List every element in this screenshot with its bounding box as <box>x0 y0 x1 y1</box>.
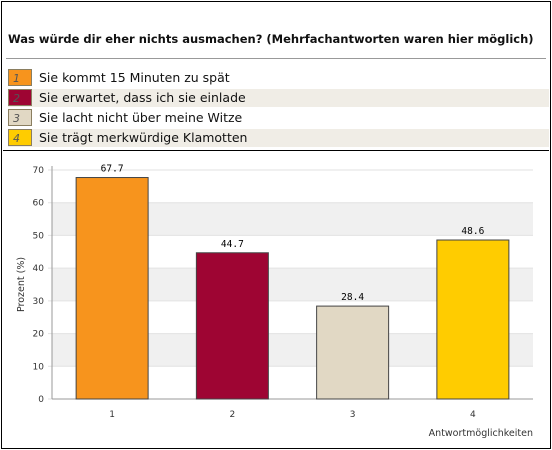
data-label-2: 44.7 <box>221 239 244 250</box>
bar-4 <box>436 239 510 400</box>
legend-label-4: Sie trägt merkwürdige Klamotten <box>39 130 248 145</box>
bar-1 <box>75 177 149 400</box>
x-tick-label-4: 4 <box>470 410 476 420</box>
chart-divider <box>3 150 549 151</box>
legend-label-3: Sie lacht nicht über meine Witze <box>39 110 243 125</box>
y-axis-title: Prozent (%) <box>16 257 27 312</box>
question-title: Was würde dir eher nichts ausmachen? (Me… <box>8 32 534 46</box>
x-tick-label-1: 1 <box>109 410 115 420</box>
y-tick-label: 70 <box>33 166 45 176</box>
y-tick-label: 50 <box>33 231 45 241</box>
bar-2 <box>195 252 269 400</box>
x-tick-label-2: 2 <box>230 410 236 420</box>
legend-swatch-2: 2 <box>8 89 32 106</box>
y-tick-label: 30 <box>33 297 45 307</box>
legend-item-4: 4 Sie trägt merkwürdige Klamotten <box>8 129 549 147</box>
x-axis-title: Antwortmöglichkeiten <box>429 428 533 439</box>
data-label-3: 28.4 <box>341 292 364 303</box>
y-tick-label: 10 <box>33 362 45 372</box>
y-tick-label: 40 <box>33 264 45 274</box>
legend-label-1: Sie kommt 15 Minuten zu spät <box>39 70 230 85</box>
top-divider <box>6 58 546 59</box>
legend-swatch-3: 3 <box>8 109 32 126</box>
bar-3 <box>316 305 390 400</box>
y-tick-label: 20 <box>33 330 45 340</box>
data-label-1: 67.7 <box>101 164 124 175</box>
legend-label-2: Sie erwartet, dass ich sie einlade <box>39 90 246 105</box>
legend-swatch-4: 4 <box>8 129 32 146</box>
x-tick-label-3: 3 <box>350 410 356 420</box>
legend-item-3: 3 Sie lacht nicht über meine Witze <box>8 109 549 127</box>
data-label-4: 48.6 <box>461 226 484 237</box>
y-tick-label: 0 <box>38 395 44 405</box>
y-tick-label: 60 <box>33 199 45 209</box>
legend-item-2: 2 Sie erwartet, dass ich sie einlade <box>8 89 549 107</box>
legend-swatch-1: 1 <box>8 69 32 86</box>
legend-item-1: 1 Sie kommt 15 Minuten zu spät <box>8 69 549 87</box>
